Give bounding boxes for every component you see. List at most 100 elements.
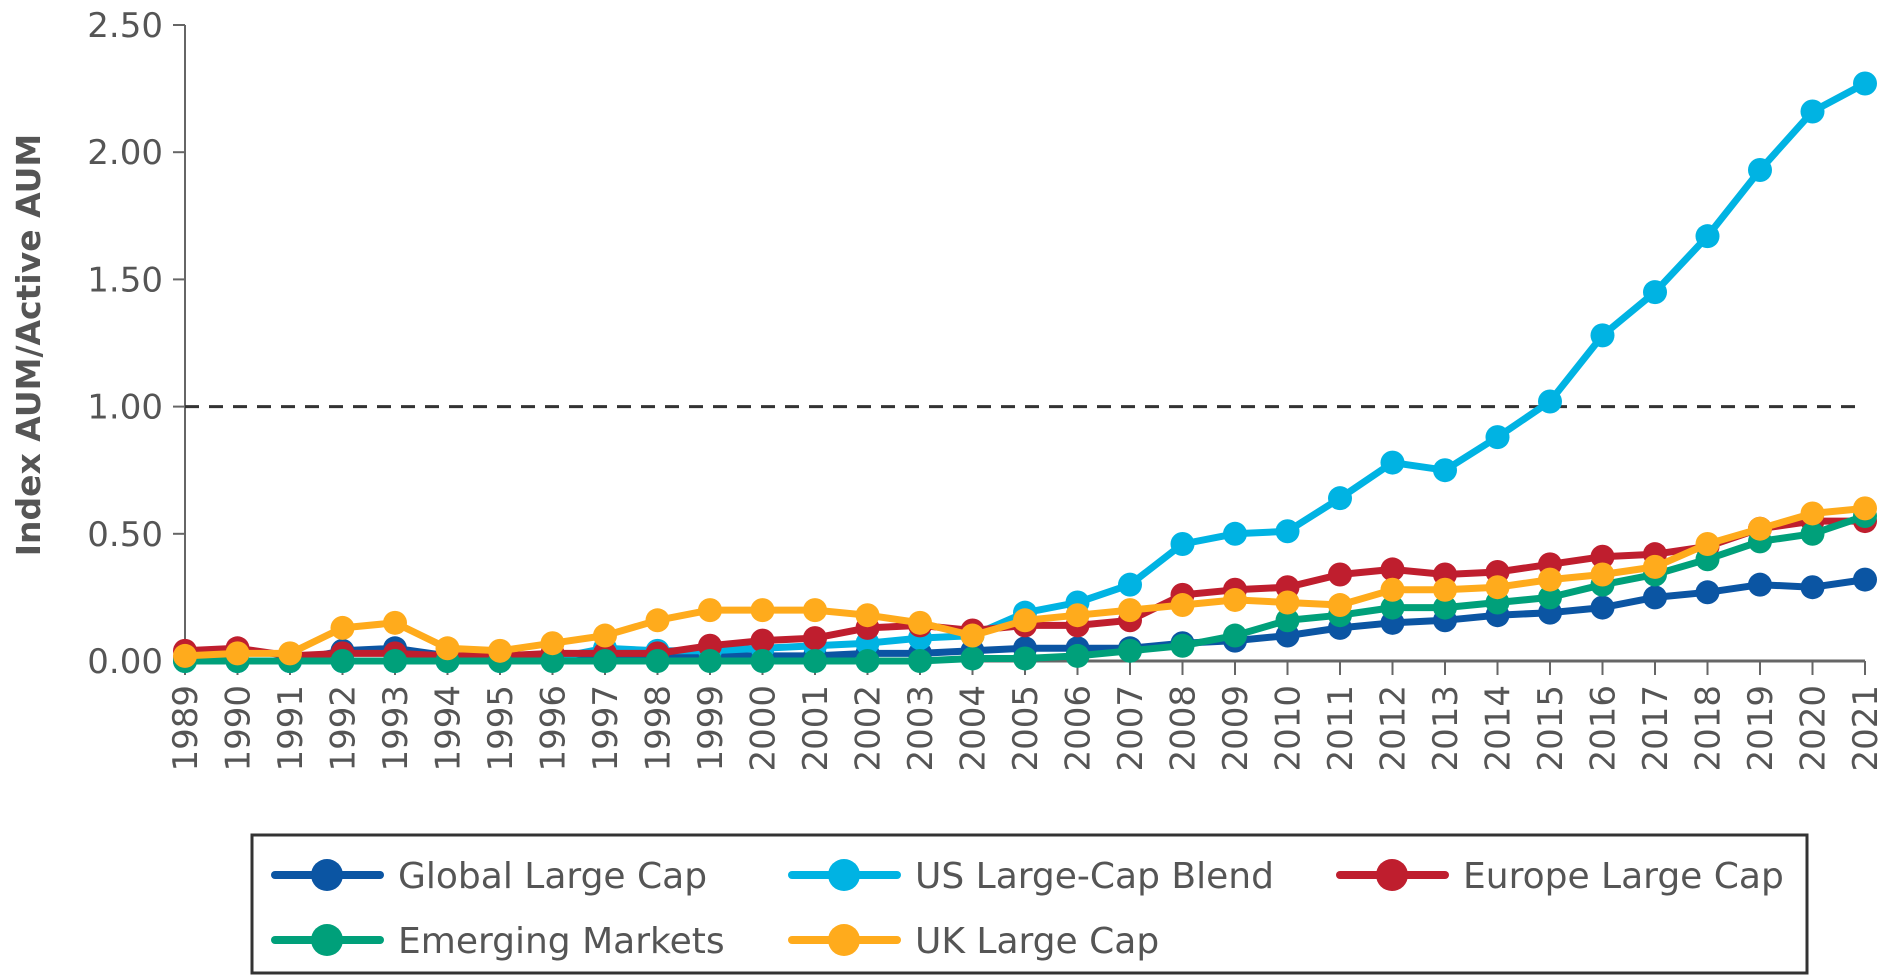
y-axis-ticks: 0.00 0.50 1.00 1.50 2.00 2.50 [87,6,185,682]
data-point [593,623,617,648]
legend-label: Emerging Markets [398,921,725,962]
legend-item: US Large-Cap Blend [788,856,1274,897]
data-point [960,646,985,671]
data-point [698,598,722,623]
data-point [1590,595,1615,620]
data-point [1800,575,1825,600]
legend: Global Large Cap US Large-Cap Blend Europe… [271,856,1784,962]
data-point [855,649,880,673]
x-tick-label: 2006 [1059,685,1099,772]
data-point [1695,531,1720,556]
x-tick-label: 2012 [1374,685,1414,772]
x-tick-label: 1999 [691,685,731,772]
data-point [1853,567,1877,592]
data-point [540,631,565,656]
data-point [750,628,775,653]
data-point [960,623,985,648]
data-point [1485,425,1510,450]
data-point [1538,389,1562,414]
x-tick-label: 2020 [1794,685,1834,772]
data-point [1748,158,1772,183]
data-point [1800,99,1825,124]
x-tick-label: 2019 [1741,685,1781,772]
x-tick-label: 2014 [1479,685,1519,772]
data-point [1170,531,1195,556]
data-point [1118,638,1142,663]
data-point [645,608,670,633]
data-point [1380,595,1405,620]
data-point [908,649,932,673]
data-point [1118,598,1142,623]
data-point [540,649,565,673]
x-tick-label: 2001 [796,685,836,772]
data-point [1643,585,1667,610]
data-point [1328,562,1352,587]
data-point [1223,587,1247,612]
x-tick-label: 1994 [429,685,469,772]
data-point [1275,608,1300,633]
x-tick-label: 2000 [744,685,784,772]
legend-item: UK Large Cap [788,921,1159,962]
y-tick-label: 2.50 [87,6,163,46]
data-point [1643,554,1667,579]
y-tick-label: 0.50 [87,515,163,555]
x-tick-label: 2010 [1269,685,1309,772]
data-point [855,603,880,628]
data-point [1170,633,1195,658]
data-point [1170,593,1195,618]
legend-item: Emerging Markets [271,921,725,962]
data-point [645,649,670,673]
data-point [1538,585,1562,610]
data-point [488,638,512,663]
data-point [1590,544,1615,569]
legend-swatch-marker [828,924,860,956]
legend-swatch-marker [828,859,860,891]
x-tick-label: 1992 [324,685,364,772]
legend-label: US Large-Cap Blend [915,856,1274,897]
data-point [1485,575,1510,600]
series-lines [173,71,1877,673]
data-point [1275,590,1300,615]
data-point [278,641,302,666]
x-tick-label: 1991 [271,685,311,772]
data-point [173,643,197,668]
x-axis-ticks: 1989 1990 1991 1992 1993 1994 1995 1996 1997 1998… [166,661,1886,772]
x-tick-label: 2021 [1846,685,1886,772]
legend-swatch-marker [1376,859,1408,891]
data-point [803,649,827,673]
series-uk-large-cap [173,496,1877,668]
y-tick-label: 0.00 [87,642,163,682]
data-point [908,610,932,635]
legend-box [250,833,1809,975]
data-point [330,615,355,640]
legend-swatch-marker [311,859,343,891]
data-point [330,649,355,673]
data-point [383,610,407,635]
x-tick-label: 2018 [1689,685,1729,772]
x-tick-label: 2015 [1531,685,1571,772]
data-point [698,649,722,673]
x-tick-label: 2008 [1164,685,1204,772]
data-point [1223,623,1247,648]
data-point [383,649,407,673]
x-tick-label: 2005 [1006,685,1046,772]
x-tick-label: 2004 [954,685,994,772]
x-tick-label: 1998 [639,685,679,772]
x-tick-label: 2002 [849,685,889,772]
data-point [1800,501,1825,526]
x-tick-label: 2007 [1111,685,1151,772]
x-tick-label: 2011 [1321,685,1361,772]
data-point [593,649,617,673]
data-point [1328,593,1352,618]
data-point [1590,323,1615,348]
x-tick-label: 2009 [1216,685,1256,772]
data-point [1643,280,1667,305]
legend-swatch-marker [311,924,343,956]
data-point [1695,580,1720,605]
data-point [803,598,827,623]
x-tick-label: 2016 [1584,685,1624,772]
data-point [1538,567,1562,592]
data-point [1590,562,1615,587]
data-point [750,649,775,673]
